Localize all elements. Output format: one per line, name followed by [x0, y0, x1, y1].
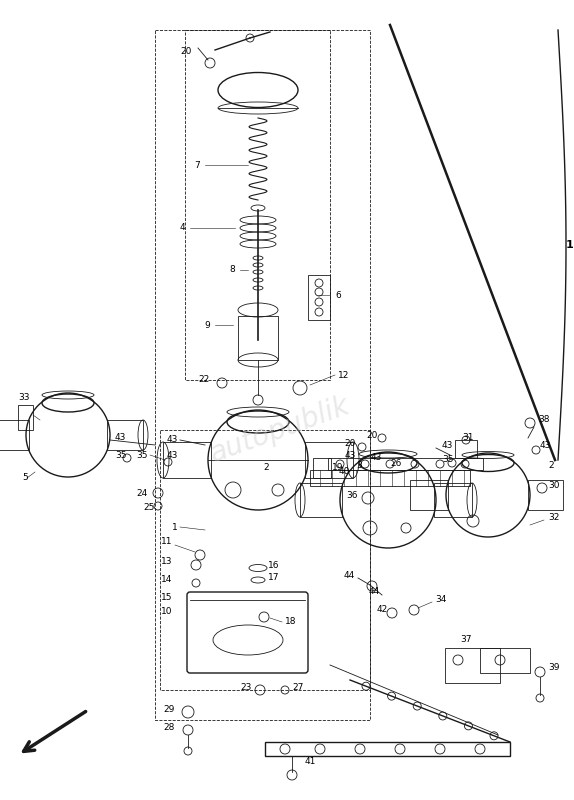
Text: 10: 10	[161, 607, 172, 617]
Bar	[455, 440, 477, 458]
Text: 16: 16	[268, 561, 280, 570]
Text: 20: 20	[367, 430, 378, 439]
Text: 12: 12	[338, 370, 350, 379]
Text: 33: 33	[18, 394, 29, 402]
Text: 19: 19	[332, 463, 343, 473]
Text: 1: 1	[566, 240, 574, 250]
Text: 31: 31	[462, 434, 474, 442]
Bar	[528, 480, 563, 510]
Text: 43: 43	[115, 433, 126, 442]
Text: 42: 42	[377, 606, 388, 614]
Text: 22: 22	[199, 375, 210, 385]
Text: 13: 13	[161, 558, 172, 566]
Text: 43: 43	[344, 450, 356, 459]
Text: 36: 36	[347, 490, 358, 499]
Bar	[310, 470, 470, 486]
Bar	[410, 480, 448, 510]
Text: 1: 1	[172, 522, 178, 531]
Bar	[480, 648, 530, 673]
Bar	[160, 430, 370, 690]
Text: 15: 15	[161, 593, 172, 602]
Bar	[434, 483, 472, 517]
Text: 11: 11	[161, 538, 172, 546]
Text: 44: 44	[369, 587, 380, 597]
Text: 9: 9	[204, 321, 210, 330]
Text: 17: 17	[268, 574, 280, 582]
Text: 4: 4	[179, 223, 185, 233]
Bar	[308, 275, 330, 320]
Text: 43: 43	[166, 450, 178, 459]
Bar	[185, 30, 330, 380]
Bar	[265, 742, 510, 756]
Bar	[300, 483, 342, 517]
Text: 43: 43	[540, 441, 552, 450]
Bar	[313, 458, 331, 478]
Text: 2: 2	[263, 463, 269, 473]
Text: 20: 20	[344, 438, 356, 447]
Text: 39: 39	[548, 663, 560, 673]
Text: 23: 23	[241, 682, 252, 691]
Bar	[305, 442, 353, 478]
Bar	[163, 442, 211, 478]
Text: 35: 35	[115, 450, 126, 459]
Bar	[328, 458, 483, 470]
Text: 44: 44	[344, 570, 355, 579]
Bar	[155, 30, 370, 720]
Text: 6: 6	[335, 290, 341, 299]
Text: 43: 43	[371, 454, 382, 462]
Text: 18: 18	[285, 618, 297, 626]
Text: 25: 25	[144, 503, 155, 513]
Text: 8: 8	[229, 266, 235, 274]
Text: 35: 35	[442, 455, 453, 465]
Text: autopublik: autopublik	[206, 392, 354, 468]
Text: 20: 20	[181, 47, 192, 57]
Text: 5: 5	[22, 474, 28, 482]
Text: 35: 35	[137, 450, 148, 459]
Text: 26: 26	[390, 458, 401, 467]
Text: 29: 29	[164, 706, 175, 714]
Text: 37: 37	[460, 635, 471, 645]
Text: 34: 34	[435, 595, 447, 605]
Text: 2: 2	[548, 461, 554, 470]
Text: 28: 28	[164, 723, 175, 733]
Text: 32: 32	[548, 514, 560, 522]
Bar	[107, 420, 143, 450]
Text: 14: 14	[161, 575, 172, 585]
Text: 7: 7	[194, 161, 200, 170]
Text: 30: 30	[548, 481, 560, 490]
Text: 3: 3	[356, 461, 362, 470]
Text: 40: 40	[339, 467, 350, 477]
Text: 38: 38	[538, 415, 549, 425]
Text: 43: 43	[166, 435, 178, 445]
Bar	[238, 316, 278, 360]
Text: 27: 27	[292, 682, 304, 691]
Bar	[18, 405, 33, 430]
Bar	[0, 420, 29, 450]
Text: 43: 43	[442, 441, 453, 450]
Text: 41: 41	[304, 758, 316, 766]
Bar	[445, 648, 500, 683]
Text: 24: 24	[137, 489, 148, 498]
